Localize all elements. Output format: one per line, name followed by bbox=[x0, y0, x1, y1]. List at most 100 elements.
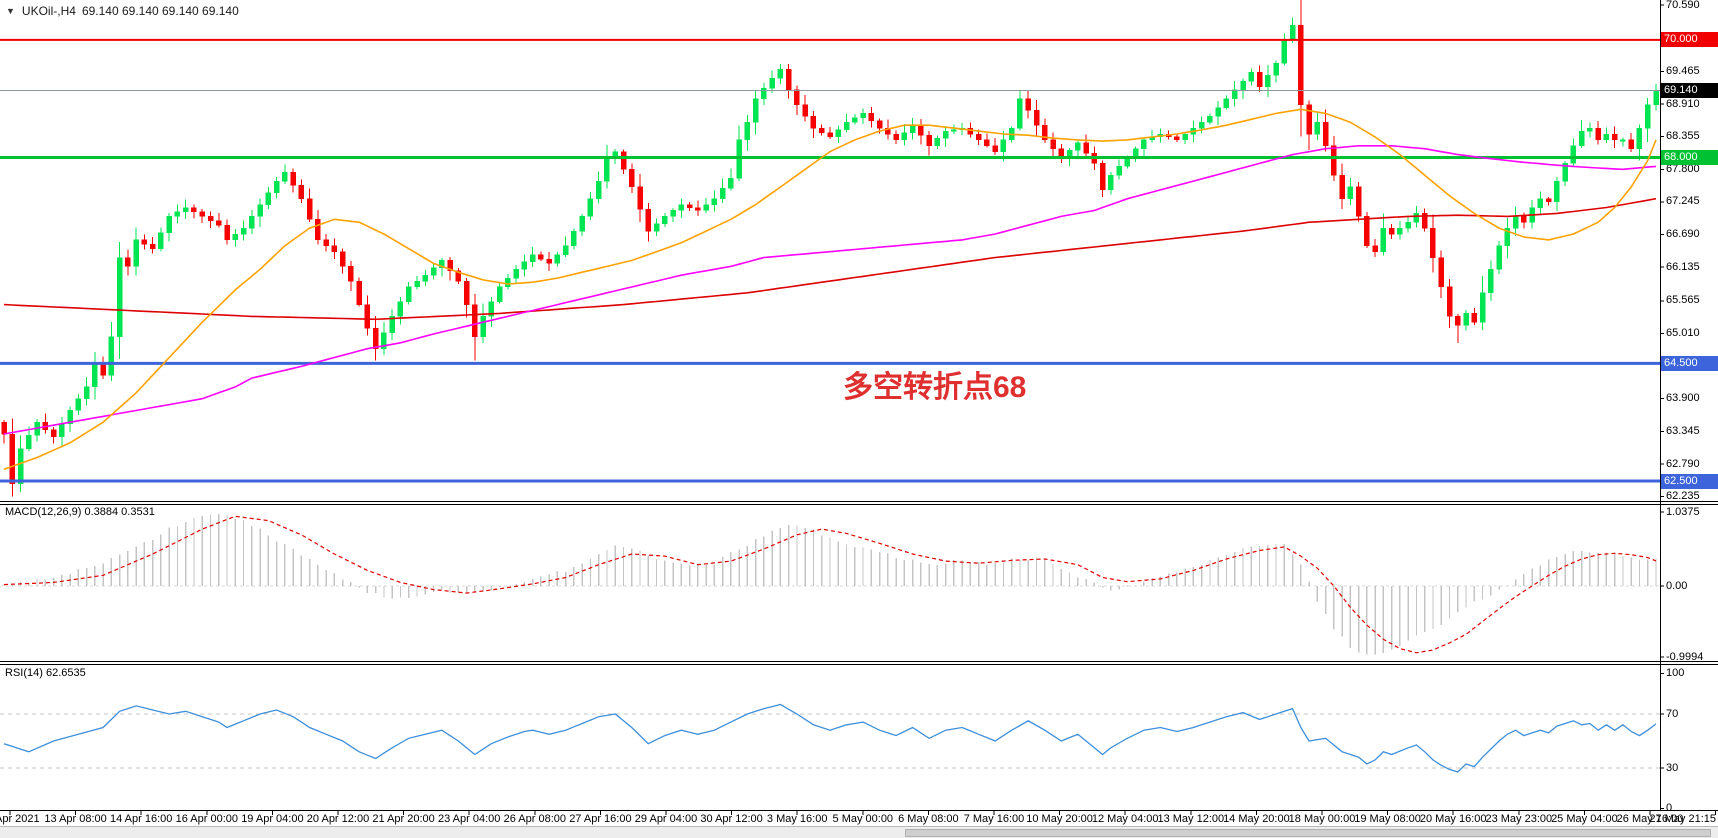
macd-bar bbox=[878, 551, 881, 586]
candle-down bbox=[1364, 216, 1370, 247]
macd-bar bbox=[234, 519, 236, 586]
macd-bar bbox=[292, 549, 294, 586]
candle-up bbox=[174, 211, 181, 217]
macd-bar bbox=[399, 586, 402, 598]
macd-bar bbox=[366, 586, 369, 593]
macd-bar bbox=[1638, 559, 1641, 586]
macd-bar bbox=[680, 563, 683, 586]
rsi-panel-area[interactable] bbox=[0, 703, 1660, 773]
macd-bar bbox=[284, 543, 286, 586]
candle-up bbox=[1198, 122, 1205, 129]
candle-up bbox=[1504, 227, 1511, 247]
ma-orange-line bbox=[3, 108, 1657, 471]
candle-down bbox=[298, 185, 305, 199]
macd-bar bbox=[1250, 546, 1252, 586]
macd-bar bbox=[969, 562, 972, 586]
candle-up bbox=[951, 129, 957, 132]
candle-down bbox=[1595, 127, 1601, 141]
main-chart-area[interactable] bbox=[0, 0, 1660, 497]
candle-up bbox=[405, 286, 412, 302]
candle-up bbox=[158, 232, 164, 249]
candle-up bbox=[397, 301, 404, 317]
candle-up bbox=[711, 198, 718, 205]
candle-up bbox=[587, 198, 594, 217]
macd-panel-area[interactable] bbox=[0, 514, 1660, 655]
candle-up bbox=[1289, 24, 1296, 41]
candle-up bbox=[678, 204, 685, 211]
macd-bar bbox=[1440, 586, 1442, 625]
candle-down bbox=[1388, 227, 1395, 235]
macd-bar bbox=[977, 561, 980, 586]
candle-up bbox=[595, 180, 602, 199]
macd-bar bbox=[920, 562, 922, 586]
candle-up bbox=[1512, 216, 1519, 229]
macd-bar bbox=[953, 560, 955, 586]
candle-up bbox=[860, 113, 866, 119]
scrollbar-thumb[interactable] bbox=[905, 829, 1711, 837]
macd-bar bbox=[829, 537, 831, 586]
candle-up bbox=[488, 301, 495, 317]
candle-down bbox=[629, 169, 635, 188]
macd-bar bbox=[994, 562, 996, 586]
macd-bar bbox=[1209, 559, 1211, 586]
candle-down bbox=[802, 104, 808, 117]
macd-bar bbox=[1390, 586, 1393, 650]
macd-bar bbox=[944, 563, 947, 586]
candle-down bbox=[546, 258, 552, 264]
macd-bar bbox=[606, 549, 608, 586]
macd-bar bbox=[1374, 586, 1376, 655]
candle-up bbox=[166, 216, 172, 233]
candle-up bbox=[1240, 80, 1246, 91]
candle-up bbox=[604, 157, 610, 182]
macd-bar bbox=[185, 522, 187, 586]
macd-bar bbox=[1655, 558, 1657, 586]
macd-bar bbox=[887, 553, 889, 586]
macd-signal-line bbox=[3, 515, 1657, 654]
macd-bar bbox=[986, 564, 988, 586]
candle-down bbox=[9, 433, 16, 485]
macd-bar bbox=[482, 586, 484, 591]
candle-down bbox=[463, 280, 470, 305]
candle-up bbox=[662, 216, 668, 224]
candle-down bbox=[1033, 110, 1040, 126]
candle-down bbox=[1430, 227, 1436, 258]
symbol-name: UKOil-,H4 bbox=[21, 4, 76, 18]
candle-up bbox=[513, 269, 519, 279]
candle-down bbox=[645, 208, 652, 232]
macd-bar bbox=[598, 554, 600, 586]
symbol-dropdown-icon[interactable]: ▼ bbox=[6, 6, 15, 16]
candle-down bbox=[1025, 98, 1031, 111]
candle-up bbox=[852, 117, 858, 123]
macd-bar bbox=[1547, 559, 1550, 586]
macd-bar bbox=[474, 586, 476, 593]
candles bbox=[1, 0, 1659, 497]
macd-bar bbox=[1473, 586, 1475, 602]
horizontal-scrollbar[interactable] bbox=[0, 826, 1718, 838]
candle-up bbox=[133, 239, 139, 267]
macd-bar bbox=[1614, 553, 1616, 586]
candle-up bbox=[381, 332, 387, 349]
candle-up bbox=[1141, 139, 1147, 149]
candle-up bbox=[75, 398, 82, 411]
candle-down bbox=[827, 132, 833, 138]
macd-bar bbox=[1027, 560, 1029, 586]
macd-bar bbox=[424, 586, 426, 595]
macd-bar bbox=[1531, 568, 1533, 586]
macd-bar bbox=[408, 586, 410, 598]
macd-bar bbox=[688, 565, 691, 586]
macd-bar bbox=[3, 584, 5, 586]
candle-down bbox=[538, 254, 544, 260]
candle-down bbox=[447, 260, 453, 272]
macd-bar bbox=[218, 514, 220, 586]
macd-bar bbox=[300, 555, 303, 586]
candle-down bbox=[686, 204, 693, 208]
macd-bar bbox=[1258, 546, 1261, 586]
candle-up bbox=[1554, 180, 1560, 202]
macd-bar bbox=[771, 530, 773, 586]
candle-up bbox=[1653, 90, 1659, 105]
macd-bar bbox=[416, 586, 418, 597]
candle-up bbox=[529, 254, 536, 263]
macd-bar bbox=[1572, 550, 1575, 586]
